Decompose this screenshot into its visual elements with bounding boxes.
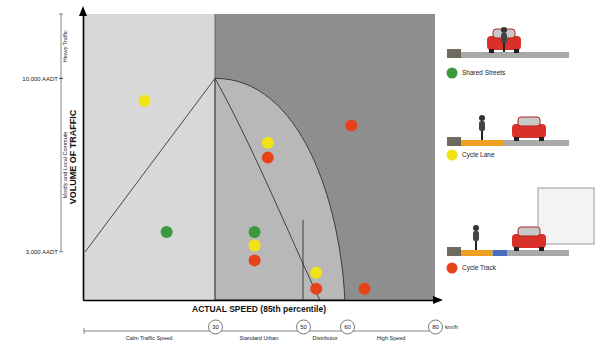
x-tick-circle [429, 320, 443, 334]
x-tick-circle [341, 320, 355, 334]
zone-medium [215, 78, 345, 300]
y-tick-label: 3,000 AADT [26, 249, 59, 255]
point [262, 137, 274, 149]
point [161, 226, 173, 238]
x-tick-circle [297, 320, 311, 334]
point [249, 254, 261, 266]
icon-wheel [489, 49, 494, 53]
x-axis-line [84, 300, 436, 302]
point [310, 283, 322, 295]
point [262, 152, 274, 164]
background [83, 14, 435, 300]
volume-bands: Heavy TrafficMostly and Local Commute [59, 14, 68, 252]
band-label: Standard Urban [240, 335, 279, 341]
icon-car-window [518, 227, 540, 236]
chart: Calm Traffic Speed Standard Urban Distribu… [0, 0, 604, 345]
x-tick-label: 60 [344, 324, 351, 330]
point [249, 240, 261, 252]
speed-bands: Calm Traffic Speed Standard Urban Distribu… [84, 328, 434, 341]
x-axis: 30 50 60 80 [84, 300, 443, 334]
icon-cyclist-head [501, 27, 507, 33]
y-tick: 3,000 AADT [26, 249, 83, 255]
icon-cyclist-head [479, 115, 485, 121]
icon-wheel [514, 247, 519, 251]
icon-cyclist-body [473, 231, 479, 241]
point [249, 226, 261, 238]
x-axis-title: ACTUAL SPEED (85th percentile) [192, 304, 326, 314]
zone-line [303, 220, 304, 300]
band-bracket [216, 328, 302, 334]
y-axis-title: VOLUME OF TRAFFIC [68, 109, 78, 204]
icon-cyclist-wheel [481, 131, 483, 140]
point [359, 283, 371, 295]
band-label: Calm Traffic Speed [126, 335, 173, 341]
icon-cyclist-body [479, 121, 485, 131]
icon-road [447, 52, 569, 58]
zone-light [83, 14, 215, 300]
y-tick-label: 10,000 AADT [22, 76, 58, 82]
point [345, 119, 357, 131]
icon-wheel [514, 49, 519, 53]
icon-wheel [514, 137, 519, 141]
icon-curb [447, 49, 461, 58]
x-unit: km/h [445, 324, 458, 330]
legend-swatch [447, 68, 458, 79]
x-axis-arrow [433, 296, 443, 304]
x-tick-label: 80 [432, 324, 439, 330]
legend-item: Cycle Lane [447, 115, 570, 161]
icon-truck [538, 188, 594, 244]
band-bracket [348, 328, 434, 334]
icon-cyclist-body [501, 33, 507, 43]
band-bracket [84, 328, 214, 334]
point [139, 95, 151, 107]
icon-cyclist-wheel [503, 43, 505, 52]
points [139, 95, 371, 295]
icon-cyclist-wheel [475, 241, 477, 250]
x-tick: 80 [429, 300, 443, 334]
icon-road [447, 140, 569, 146]
icon-wheel [539, 137, 544, 141]
x-tick-circle [209, 320, 223, 334]
zone-line [85, 78, 215, 252]
legend-swatch [447, 263, 458, 274]
legend-label: Cycle Lane [462, 151, 495, 159]
zone-line [215, 78, 320, 300]
icon-lane [461, 250, 491, 256]
zone-divider [215, 14, 216, 300]
legend-swatch [447, 150, 458, 161]
y-axis: 3,000 AADT 10,000 AADT [22, 15, 83, 301]
icon-car-window [518, 117, 540, 126]
icon-wheel [539, 247, 544, 251]
x-tick-label: 50 [300, 324, 307, 330]
legend-item: Shared Streets [447, 27, 570, 79]
legend: Shared Streets Cycle Lane Cycle Track [447, 27, 595, 274]
icon-cyclist-head [473, 225, 479, 231]
band-label: Distributor [312, 335, 337, 341]
icon-lane [461, 140, 503, 146]
legend-label: Shared Streets [462, 69, 506, 76]
icon-curb [447, 137, 461, 146]
y-tick: 10,000 AADT [22, 76, 83, 82]
zone-dark [83, 14, 435, 300]
y-axis-arrow [79, 6, 87, 16]
icon-buffer [493, 250, 507, 256]
x-tick-label: 30 [212, 324, 219, 330]
y-axis-line [83, 15, 85, 301]
legend-item: Cycle Track [447, 188, 595, 274]
band-label: Heavy Traffic [62, 30, 68, 62]
icon-curb [447, 247, 461, 256]
point [310, 267, 322, 279]
icon-road [447, 250, 569, 256]
legend-label: Cycle Track [462, 264, 497, 272]
band-label: High Speed [377, 335, 406, 341]
x-tick: 60 [341, 300, 355, 334]
